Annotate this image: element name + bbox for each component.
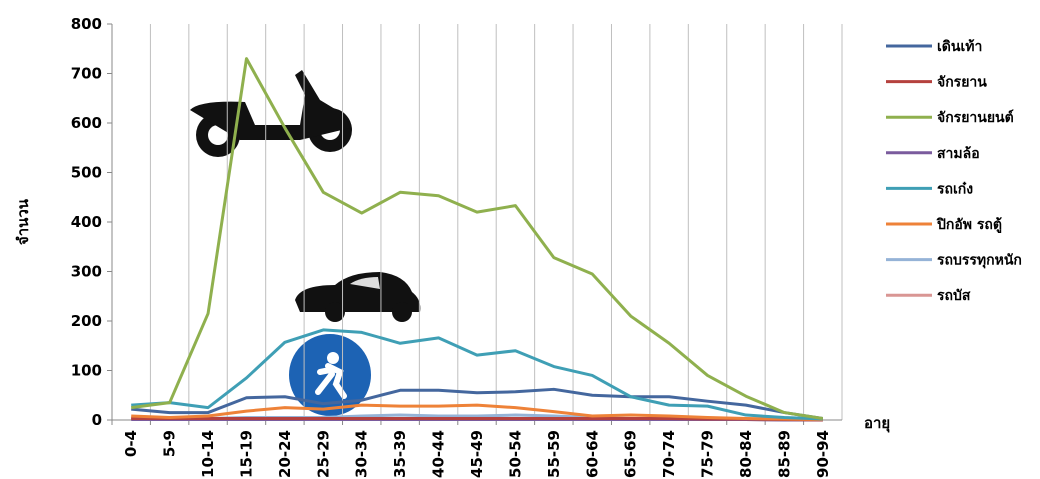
- pedestrian-icon: [287, 332, 373, 418]
- x-tick-label: 5-9: [161, 430, 179, 457]
- y-tick-label: 800: [71, 15, 102, 33]
- y-tick-label: 0: [92, 411, 102, 429]
- x-tick-label: 90-94: [814, 430, 832, 478]
- legend-label: เดินเท้า: [937, 39, 982, 55]
- grid: [107, 23, 843, 425]
- y-tick-label: 200: [71, 312, 102, 330]
- legend-label: จักรยานยนต์: [937, 109, 1014, 126]
- series-line: [131, 328, 823, 421]
- y-axis-label: จำนวน: [14, 198, 32, 245]
- x-tick-label: 0-4: [122, 430, 140, 457]
- legend-label: จักรยาน: [937, 75, 987, 91]
- x-tick-label: 60-64: [583, 430, 601, 478]
- y-tick-label: 300: [71, 263, 102, 281]
- x-tick-label: 85-89: [775, 430, 793, 478]
- x-tick-label: 80-84: [737, 430, 755, 478]
- x-tick-label: 30-34: [353, 430, 371, 478]
- x-tick-label: 50-54: [506, 430, 524, 478]
- x-tick-label: 35-39: [391, 430, 409, 478]
- x-tick-label: 40-44: [430, 430, 448, 478]
- x-tick-label: 55-59: [545, 430, 563, 478]
- x-tick-label: 75-79: [699, 430, 717, 478]
- series-line: [131, 387, 824, 420]
- x-tick-label: 15-19: [237, 430, 255, 478]
- legend-label: ปิกอัพ รถตู้: [936, 217, 1002, 233]
- y-tick-label: 500: [71, 164, 102, 182]
- y-tick-label: 100: [71, 362, 102, 380]
- x-tick-label: 45-49: [468, 430, 486, 478]
- x-tick-label: 70-74: [660, 430, 678, 478]
- x-axis-label: อายุ: [864, 414, 890, 433]
- y-tick-label: 400: [71, 213, 102, 231]
- y-tick-label: 600: [71, 114, 102, 132]
- legend-label: สามล้อ: [937, 146, 980, 162]
- x-tick-label: 20-24: [276, 430, 294, 478]
- y-tick-label: 700: [71, 65, 102, 83]
- car-icon: [295, 272, 421, 322]
- series-line: [131, 403, 823, 422]
- motorcycle-icon: [190, 70, 352, 157]
- legend-label: รถเก๋ง: [937, 181, 973, 197]
- x-tick-label: 10-14: [199, 430, 217, 478]
- series-line: [131, 57, 824, 420]
- legend-label: รถบัส: [937, 288, 971, 304]
- x-tick-label: 25-29: [314, 430, 332, 478]
- legend-label: รถบรรทุกหนัก: [937, 253, 1022, 269]
- x-tick-label: 65-69: [622, 430, 640, 478]
